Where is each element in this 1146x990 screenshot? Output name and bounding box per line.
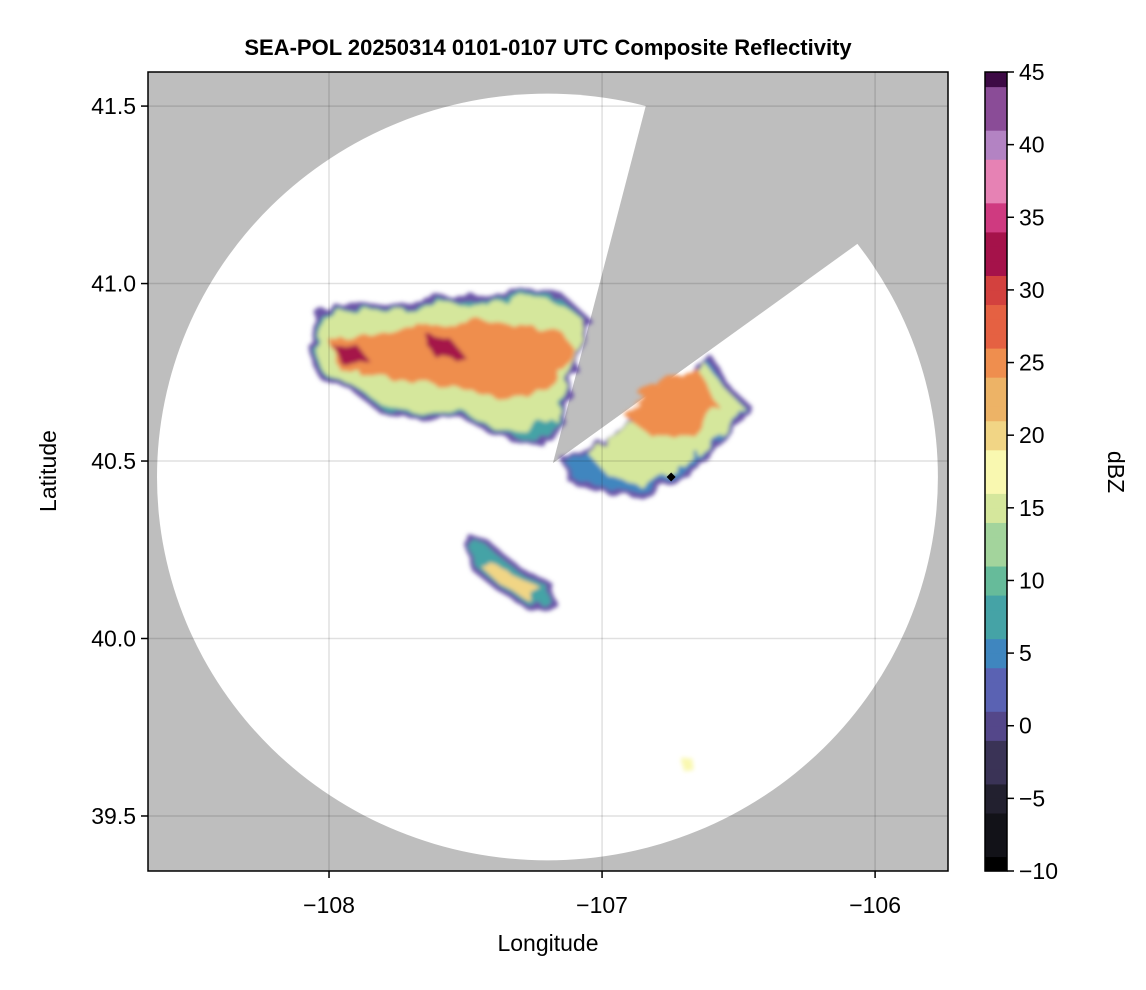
colorbar-band <box>985 624 1007 640</box>
colorbar-band <box>985 827 1007 843</box>
colorbar-band <box>985 217 1007 233</box>
colorbar-band <box>985 86 1007 102</box>
x-axis: −108 −107 −106 <box>303 871 901 918</box>
colorbar-band <box>985 696 1007 712</box>
colorbar-tick-label: 15 <box>1019 495 1045 521</box>
colorbar-band <box>985 783 1007 799</box>
x-tick-label: −107 <box>576 892 628 918</box>
colorbar-band <box>985 580 1007 596</box>
colorbar-band <box>985 304 1007 320</box>
echo-east-cell-core <box>623 368 717 437</box>
colorbar-tick-label: −10 <box>1019 858 1058 884</box>
colorbar-band <box>985 507 1007 523</box>
colorbar-band <box>985 231 1007 247</box>
colorbar-band <box>985 536 1007 552</box>
y-tick-label: 40.5 <box>91 448 136 474</box>
colorbar-label: dBZ <box>1103 451 1129 493</box>
colorbar-band <box>985 246 1007 262</box>
colorbar-band <box>985 406 1007 422</box>
colorbar-tick-label: 5 <box>1019 640 1032 666</box>
colorbar-band <box>985 275 1007 291</box>
colorbar-band <box>985 740 1007 756</box>
colorbar-band <box>985 435 1007 451</box>
colorbar-band <box>985 667 1007 683</box>
colorbar-frame <box>984 71 1008 872</box>
colorbar-band <box>985 725 1007 741</box>
colorbar-band <box>985 769 1007 785</box>
y-tick-label: 40.0 <box>91 626 136 652</box>
colorbar-band <box>985 159 1007 175</box>
echo-southeast-speck-light <box>681 755 693 772</box>
colorbar-band <box>985 493 1007 509</box>
colorbar-band <box>985 754 1007 770</box>
colorbar-band <box>985 449 1007 465</box>
colorbar-band <box>985 420 1007 436</box>
colorbar-band <box>985 72 1007 88</box>
blocked-sector <box>552 72 948 464</box>
colorbar-band <box>985 522 1007 538</box>
colorbar-band <box>985 856 1007 872</box>
radar-site-marker <box>666 472 676 482</box>
colorbar-band <box>985 464 1007 480</box>
colorbar-band <box>985 202 1007 218</box>
colorbar-tick-label: 10 <box>1019 567 1045 593</box>
echo-northwest-band-peak <box>334 343 370 366</box>
y-tick-label: 39.5 <box>91 803 136 829</box>
colorbar-tick-label: 35 <box>1019 204 1045 230</box>
colorbar-band <box>985 188 1007 204</box>
colorbar-tick-label: 40 <box>1019 132 1045 158</box>
colorbar-band <box>985 798 1007 814</box>
colorbar-band <box>985 711 1007 727</box>
colorbar-band <box>985 348 1007 364</box>
colorbar-tick-label: 25 <box>1019 350 1045 376</box>
reflectivity-echoes <box>307 287 753 772</box>
colorbar-band <box>985 551 1007 567</box>
colorbar-tick-label: 45 <box>1019 59 1045 85</box>
colorbar-band <box>985 362 1007 378</box>
colorbar-tick-label: 30 <box>1019 277 1045 303</box>
colorbar-tick-label: 20 <box>1019 422 1045 448</box>
colorbar-band <box>985 144 1007 160</box>
colorbar: −10 −5 0 5 10 15 20 25 30 35 40 45 <box>984 59 1058 884</box>
chart-title: SEA-POL 20250314 0101-0107 UTC Composite… <box>244 35 852 60</box>
grid-lines <box>148 72 948 871</box>
plot-frame <box>147 71 949 872</box>
colorbar-band <box>985 318 1007 335</box>
colorbar-band <box>985 609 1007 625</box>
colorbar-band <box>985 289 1007 306</box>
colorbar-band <box>985 841 1007 858</box>
x-axis-label: Longitude <box>497 930 598 956</box>
echo-northwest-band-peak <box>424 333 466 359</box>
colorbar-band <box>985 173 1007 189</box>
x-tick-label: −108 <box>303 892 355 918</box>
colorbar-band <box>985 812 1007 829</box>
colorbar-band <box>985 565 1007 582</box>
y-axis: 39.5 40.0 40.5 41.0 41.5 <box>91 93 148 829</box>
colorbar-band <box>985 478 1007 494</box>
colorbar-tick-label: −5 <box>1019 785 1045 811</box>
y-tick-label: 41.0 <box>91 271 136 297</box>
colorbar-band <box>985 653 1007 669</box>
colorbar-band <box>985 638 1007 654</box>
colorbar-band <box>985 260 1007 276</box>
colorbar-tick-label: 0 <box>1019 713 1032 739</box>
colorbar-band <box>985 377 1007 393</box>
x-tick-label: −106 <box>849 892 901 918</box>
echo-south-cell-core <box>481 560 542 600</box>
colorbar-band <box>985 130 1007 146</box>
colorbar-band <box>985 101 1007 117</box>
colorbar-band <box>985 115 1007 131</box>
y-tick-label: 41.5 <box>91 93 136 119</box>
echo-northwest-band-core <box>330 320 576 400</box>
y-axis-label: Latitude <box>35 430 61 512</box>
colorbar-band <box>985 333 1007 349</box>
colorbar-band <box>985 391 1007 407</box>
colorbar-band <box>985 594 1007 611</box>
colorbar-band <box>985 682 1007 698</box>
